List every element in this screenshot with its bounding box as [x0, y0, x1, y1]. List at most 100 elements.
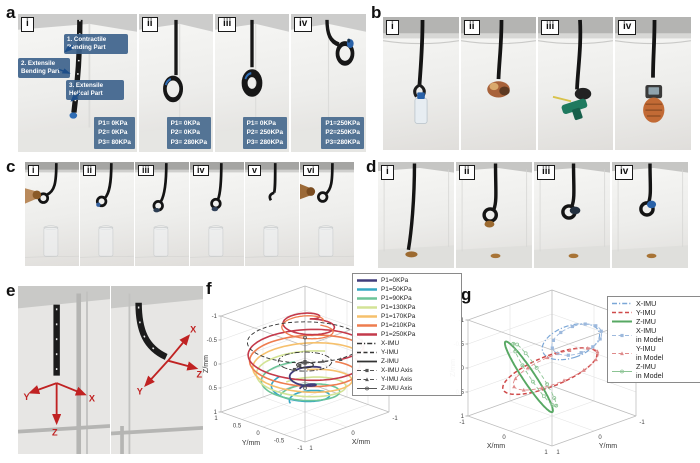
chart-f-legend: P1=0KPa P1=50KPa P1=90KPa P1=130KPa P1=170KP…	[352, 273, 462, 396]
legend-entry: Y-IMU Axis	[356, 375, 458, 384]
subpanel-badge: iv	[193, 165, 209, 177]
legend-entry: P1=50KPa	[357, 285, 412, 293]
svg-text:1: 1	[556, 450, 560, 456]
legend-entry: Z-IMU Axis	[356, 384, 458, 393]
panel-d-photo-iv: iv	[612, 162, 688, 268]
legend-entry: Y-IMU in Model	[611, 344, 697, 362]
pressure-readout: P1= 0KPa P2= 0KPa P3= 80KPa	[94, 117, 135, 149]
legend-entry: Z-IMU in Model	[611, 362, 697, 380]
svg-text:0.5: 0.5	[209, 386, 218, 392]
pickup-photo	[456, 162, 532, 268]
panel-e-letter: e	[6, 281, 16, 300]
callout-extensile-bending: 2. Extensile Bending Part	[18, 58, 70, 78]
panel-c-photo-iii: iii	[135, 162, 189, 266]
cup-photo	[300, 162, 354, 258]
subpanel-badge: iii	[138, 165, 154, 177]
svg-text:-0.5: -0.5	[207, 338, 218, 344]
svg-text:Y/mm: Y/mm	[599, 443, 617, 450]
svg-text:-0.5: -0.5	[274, 439, 285, 445]
svg-text:0: 0	[598, 435, 602, 441]
axis-label-y: Y	[137, 386, 144, 396]
panel-d-photo-i: i	[378, 162, 454, 268]
svg-text:X/mm: X/mm	[487, 443, 505, 450]
axis-label-x: X	[89, 394, 96, 404]
legend-entry: X-IMU	[357, 339, 400, 347]
panel-a-photo-iii: iii P1= 0KPa P2= 250KPa P3= 280KPa	[215, 14, 289, 152]
panel-c-photo-ii: ii	[80, 162, 134, 266]
panel-b-letter: b	[371, 3, 382, 22]
subpanel-badge: ii	[83, 165, 97, 177]
legend-entry: P1=130KPa	[357, 303, 416, 311]
svg-text:-1: -1	[392, 416, 398, 422]
legend-entry: Z-IMU	[612, 317, 656, 326]
panel-f-letter: f	[206, 279, 212, 298]
cup-photo	[245, 162, 299, 258]
svg-text:0: 0	[351, 431, 355, 437]
legend-entry: P1=90KPa	[357, 294, 412, 302]
svg-text:Y/mm: Y/mm	[242, 440, 260, 447]
axis-label-y: Y	[24, 392, 31, 402]
subpanel-badge: iv	[294, 17, 313, 32]
svg-text:1: 1	[544, 450, 548, 456]
svg-text:Z/mm: Z/mm	[203, 355, 210, 373]
grasp-photo	[383, 17, 459, 124]
grasp-photo	[615, 17, 691, 123]
panel-d-photo-iii: iii	[534, 162, 610, 268]
grasp-photo	[538, 17, 613, 121]
svg-text:1: 1	[214, 416, 218, 422]
subpanel-badge: iv	[615, 165, 634, 180]
pickup-photo	[612, 162, 688, 268]
svg-text:-1: -1	[459, 420, 465, 426]
legend-entry: Y-IMU	[357, 348, 399, 356]
panel-a-photo-ii: ii P1= 0KPa P2= 0KPa P3= 280KPa	[139, 14, 213, 152]
panel-b-photo-iii: iii	[538, 17, 613, 150]
panel-a-photo-i: i 1. Contractile Bending Part 2. Extensi…	[18, 14, 137, 152]
subpanel-badge: ii	[142, 17, 158, 32]
axis-label-x: X	[190, 325, 197, 335]
panel-c-photo-iv: iv	[190, 162, 244, 266]
panel-a-photo-iv: iv P1=250KPa P2=250KPa P3=280KPa	[291, 14, 366, 152]
callout-extensile-helical: 3. Extensile Helical Part	[66, 80, 124, 100]
svg-text:0: 0	[214, 362, 218, 368]
subpanel-badge: ii	[464, 20, 480, 35]
subpanel-badge: iii	[537, 165, 556, 180]
cup-photo	[80, 162, 134, 258]
legend-entry: Y-IMU	[612, 308, 656, 317]
panel-e-photo-right: X Z Y	[111, 286, 203, 454]
legend-entry: P1=250KPa	[357, 330, 416, 338]
subpanel-badge: i	[386, 20, 399, 35]
panel-c-photo-i: i	[25, 162, 79, 266]
svg-text:1: 1	[214, 410, 218, 416]
pressure-readout: P1= 0KPa P2= 250KPa P3= 280KPa	[242, 117, 287, 149]
chart-g-legend: X-IMU Y-IMU Z-IMU X-IMU in Model Y-IMU in Mo…	[607, 296, 700, 383]
chart-f: -1 -0.5 0 0.5 1 1 0 -1 1 0.5 0 -0.5 -1 X/mm Y/mm Z/mm	[203, 280, 460, 458]
imu-frame-photo: Y X Z	[18, 286, 110, 454]
subpanel-badge: iii	[218, 17, 237, 32]
subpanel-badge: i	[381, 165, 394, 180]
panel-c-photo-vi: vi	[300, 162, 354, 266]
svg-text:-1: -1	[297, 446, 303, 452]
imu-frame-photo: X Z Y	[111, 286, 203, 454]
pressure-readout: P1=250KPa P2=250KPa P3=280KPa	[321, 117, 364, 149]
panel-b-photo-iv: iv	[615, 17, 691, 150]
svg-text:0: 0	[502, 435, 506, 441]
legend-entry: Z-IMU	[357, 357, 399, 365]
panel-b-photo-i: i	[383, 17, 459, 150]
svg-text:0: 0	[256, 431, 260, 437]
grasp-photo	[461, 17, 536, 98]
svg-text:-1: -1	[212, 314, 218, 320]
panel-c-letter: c	[6, 157, 16, 176]
callout-contractile: 1. Contractile Bending Part	[64, 34, 128, 54]
subpanel-badge: iii	[541, 20, 560, 35]
subpanel-badge: i	[21, 17, 34, 32]
subpanel-badge: ii	[459, 165, 475, 180]
axis-label-z: Z	[52, 427, 58, 437]
panel-g-letter: g	[461, 285, 472, 304]
panel-d-letter: d	[366, 157, 377, 176]
legend-entry: P1=210KPa	[357, 321, 416, 329]
cup-photo	[25, 162, 79, 258]
pressure-readout: P1= 0KPa P2= 0KPa P3= 280KPa	[166, 117, 211, 149]
